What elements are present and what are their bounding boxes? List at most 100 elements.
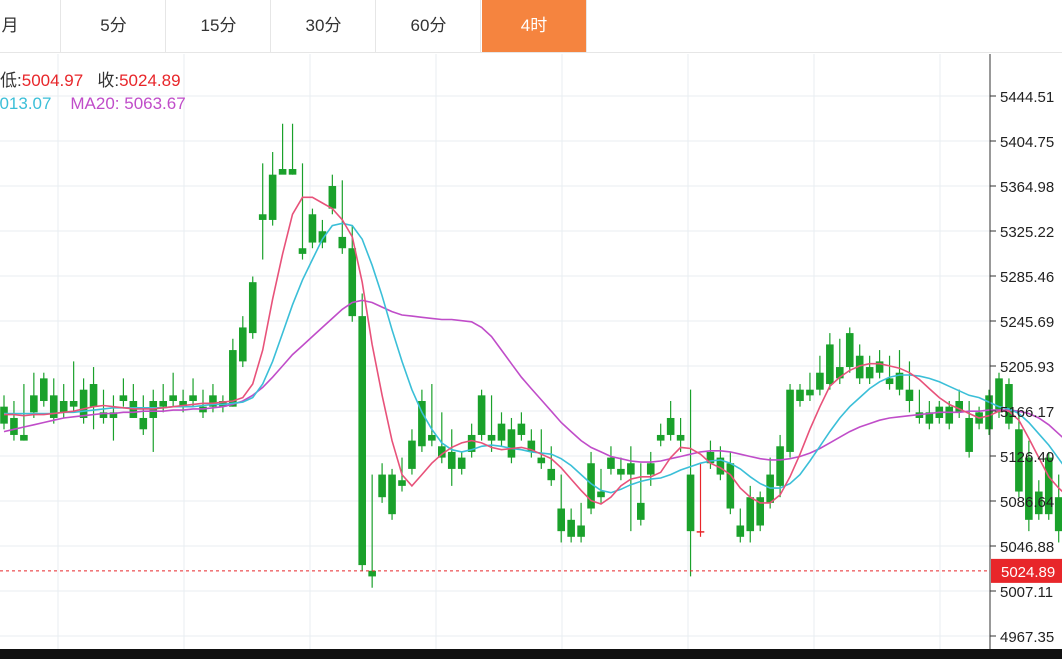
candle-body [89,384,98,407]
tab-divider [0,52,1062,53]
candle-body [855,355,864,379]
candle-body [836,367,844,379]
close-label: 收: [97,71,120,90]
candle-body [845,333,854,368]
candlestick-chart[interactable]: 5024.89 5444.51 5404.75 5364.98 5325.22 5285… [0,54,1062,649]
tab-month[interactable]: 月 [0,0,61,52]
candle-body [288,169,297,175]
candle-body [617,468,625,475]
candle-body [656,434,665,441]
candle-body [905,389,914,402]
candle-body [776,446,784,486]
ohlc-info: 低:5004.97 收:5024.89 [0,66,181,91]
tab-60min[interactable]: 60分 [377,0,481,52]
candle-body [119,395,128,402]
candle-body [428,434,436,441]
low-value: 5004.97 [21,71,84,90]
ma10-line [4,222,1062,494]
y-tick-label: 5046.88 [1000,539,1054,556]
candle-body [865,367,874,379]
candle-body [378,474,386,498]
candle-body [557,508,565,532]
candle-body [527,440,536,452]
y-tick-label: 4967.35 [1000,629,1054,646]
candle-body [875,361,884,373]
tab-30min[interactable]: 30分 [272,0,376,52]
candle-body [239,327,247,362]
y-tick-label: 5364.98 [1000,179,1054,196]
low-label: 低: [0,71,22,90]
candle-body [109,412,118,418]
candle-body [746,497,755,532]
candle-body [338,236,347,249]
moving-average-lines [3,196,1062,505]
candle-body [895,372,904,390]
candle-body [607,457,615,469]
candle-body [438,446,446,458]
candle-body [806,389,814,396]
candle-body [368,570,376,577]
candle-body [1005,384,1013,424]
candle-body [298,248,307,254]
candle-body [328,185,337,209]
close-value: 5024.89 [119,71,181,90]
candle-body [408,440,416,469]
ma10-value: 5013.07 [0,94,52,113]
candle-body [995,378,1003,413]
horizontal-gridlines [0,95,990,637]
y-tick-label: 5086.64 [1000,494,1054,511]
candle-body [517,423,526,435]
candle-body [418,401,426,447]
price-axis: 5444.51 5404.75 5364.98 5325.22 5285.46 5245.… [989,54,1054,649]
candle-body [398,480,406,486]
candle-body [985,395,993,430]
candle-body [10,417,18,435]
candle-body [567,519,575,537]
candle-body [248,282,257,334]
candle-body [1035,491,1043,515]
candle-body [477,395,486,435]
candle-body [139,417,148,430]
candle-body [587,463,595,509]
y-tick-label: 5205.93 [1000,359,1054,376]
candle-body [796,389,804,402]
tab-15min[interactable]: 15分 [167,0,271,52]
candle-body [955,401,963,413]
timeframe-tabs: 月 5分 15分 30分 60分 4时 [0,0,1062,53]
y-tick-label: 5166.17 [1000,404,1054,421]
candle-body [676,434,685,441]
candle-body [537,457,546,464]
vertical-gridlines [57,54,941,649]
candle-body [457,457,466,469]
candle-body [945,406,954,424]
y-tick-label: 5444.51 [1000,89,1054,106]
candle-body [229,350,237,407]
candle-body [69,401,78,407]
candle-body [577,525,585,537]
candle-body [925,412,934,424]
tab-5min[interactable]: 5分 [62,0,166,52]
y-tick-label: 5126.40 [1000,449,1054,466]
candle-body [278,169,287,175]
y-tick-label: 5325.22 [1000,224,1054,241]
price-tag-label: 5024.89 [1001,564,1055,581]
candle-body [258,214,267,220]
ma20-line [3,299,1062,463]
candle-body [189,395,197,402]
candle-body [646,463,655,475]
candle-body [348,248,357,317]
y-tick-label: 5245.69 [1000,314,1054,331]
candle-body [179,401,187,407]
candle-body [885,378,894,385]
candle-body [726,463,735,509]
candle-body [696,531,705,533]
candle-body [686,474,695,532]
candle-body [59,401,68,413]
ma-info: 5013.07 MA20: 5063.67 [0,94,186,114]
candle-body [965,417,973,452]
candle-body [169,395,177,402]
tab-4hour[interactable]: 4时 [482,0,587,52]
candles [0,123,1062,588]
candle-body [1054,497,1062,532]
ma20-label: MA20: [70,94,120,113]
